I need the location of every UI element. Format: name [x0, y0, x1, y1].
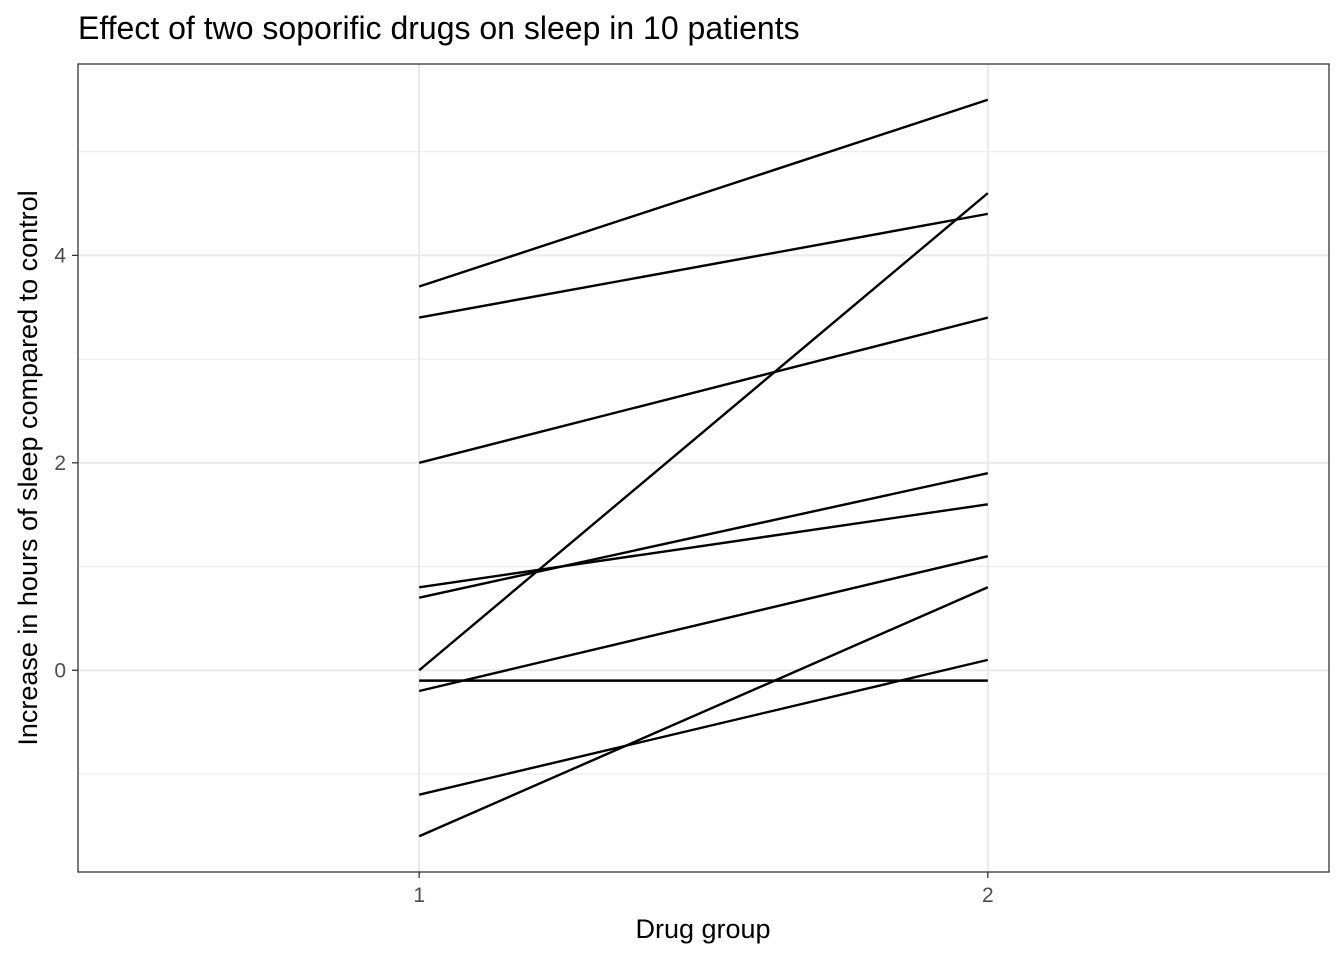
patient-line-7 [418, 98, 989, 288]
patient-line-3 [418, 554, 989, 693]
patient-line-9 [418, 192, 989, 672]
y-tick-label-2: 4 [54, 244, 66, 267]
plot-panel-border [77, 63, 1330, 873]
x-axis-title: Drug group [635, 914, 770, 944]
axes: 0 2 4 1 2 [54, 244, 993, 907]
patient-line-6 [418, 212, 989, 319]
y-tick-label-1: 2 [54, 452, 66, 475]
series-lines [418, 98, 989, 838]
x-tick-label-1: 2 [982, 884, 994, 907]
patient-line-8 [419, 503, 988, 589]
y-tick-label-0: 0 [54, 659, 66, 682]
patient-line-2 [418, 586, 989, 838]
x-tick-label-0: 1 [413, 884, 425, 907]
y-axis-title: Increase in hours of sleep compared to c… [13, 190, 43, 745]
grid-lines [78, 64, 1329, 872]
patient-line-10 [418, 316, 989, 464]
patient-line-1 [418, 472, 989, 599]
patient-line-4 [418, 658, 989, 796]
chart-title: Effect of two soporific drugs on sleep i… [78, 10, 800, 46]
